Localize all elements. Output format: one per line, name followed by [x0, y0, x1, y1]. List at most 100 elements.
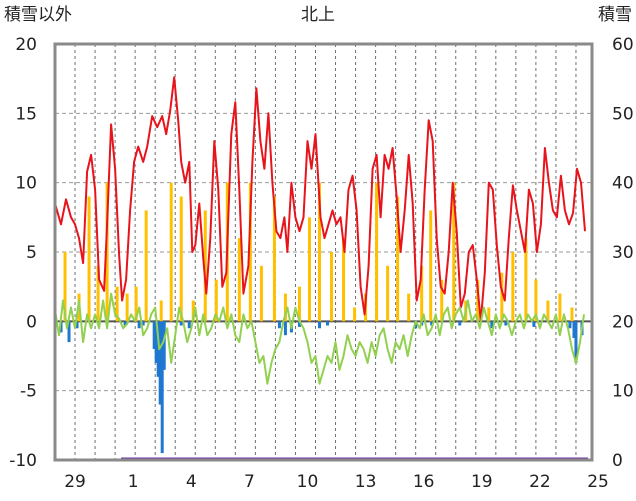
right-tick-label: 60: [612, 35, 634, 55]
blue-bar: [574, 321, 578, 363]
blue-bar: [326, 321, 330, 326]
x-tick-label: 7: [244, 472, 255, 492]
blue-bar: [59, 321, 63, 333]
green-series-line: [54, 292, 585, 385]
yellow-bar: [407, 293, 411, 322]
yellow-bar: [375, 182, 379, 322]
yellow-bar: [558, 293, 562, 322]
x-tick-label: 29: [64, 472, 86, 492]
blue-bar: [75, 321, 79, 329]
yellow-bar: [452, 182, 456, 322]
blue-bar: [67, 321, 71, 343]
blue-bar: [154, 321, 158, 363]
blue-bar: [297, 321, 301, 327]
x-tick-label: 25: [587, 472, 609, 492]
right-tick-label: 10: [612, 382, 634, 402]
blue-bar: [430, 321, 434, 326]
yellow-bar: [396, 196, 400, 322]
yellow-bar: [179, 196, 183, 322]
right-tick-label: 0: [612, 451, 623, 471]
yellow-bar: [96, 265, 100, 322]
yellow-bar: [297, 286, 301, 322]
yellow-bar: [420, 265, 424, 322]
yellow-bar: [134, 286, 138, 322]
blue-bar: [141, 321, 145, 326]
left-tick-label: -10: [9, 451, 37, 471]
yellow-bar: [203, 210, 207, 322]
yellow-bar: [237, 238, 241, 322]
yellow-bar: [125, 293, 129, 322]
left-tick-label: 10: [15, 174, 37, 194]
yellow-bar: [353, 307, 357, 322]
blue-bar: [490, 321, 494, 329]
yellow-bar: [511, 252, 515, 322]
blue-bar: [283, 321, 287, 336]
yellow-bar: [440, 279, 444, 322]
left-tick-label: 20: [15, 35, 37, 55]
yellow-bar: [115, 286, 119, 322]
red-series-line: [54, 76, 586, 323]
x-tick-label: 13: [355, 472, 377, 492]
yellow-bar: [429, 210, 433, 322]
blue-bar: [504, 321, 508, 326]
right-tick-label: 30: [612, 243, 634, 263]
yellow-bar: [169, 182, 173, 322]
blue-bar: [160, 321, 164, 454]
yellow-bar: [63, 252, 67, 322]
blue-bar: [277, 321, 281, 329]
right-tick-label: 20: [612, 312, 634, 332]
yellow-bar: [330, 252, 334, 322]
yellow-bar: [283, 293, 287, 322]
blue-bar: [179, 321, 183, 326]
left-tick-label: 15: [15, 104, 37, 124]
left-axis-label: 積雪以外: [4, 5, 72, 25]
right-tick-label: 40: [612, 174, 634, 194]
yellow-bar: [144, 210, 148, 322]
x-tick-label: 4: [186, 472, 197, 492]
yellow-bar: [534, 279, 538, 322]
blue-bar: [162, 321, 166, 370]
yellow-bar: [386, 265, 390, 322]
bars: [59, 182, 584, 454]
yellow-bar: [317, 182, 321, 322]
x-tick-label: 19: [471, 472, 493, 492]
left-tick-label: 5: [26, 243, 37, 263]
blue-bar: [123, 321, 127, 326]
x-tick-label: 22: [529, 472, 551, 492]
blue-bar: [568, 321, 572, 329]
yellow-bar: [342, 238, 346, 322]
yellow-bar: [500, 272, 504, 322]
yellow-bar: [476, 279, 480, 322]
x-tick-label: 1: [128, 472, 139, 492]
blue-bar: [532, 321, 536, 327]
blue-bar: [458, 321, 462, 326]
left-tick-label: 0: [26, 312, 37, 332]
yellow-bar: [546, 300, 550, 322]
yellow-bar: [307, 217, 311, 322]
right-axis-label: 積雪: [598, 5, 632, 25]
yellow-bar: [159, 300, 163, 322]
chart-title: 北上: [301, 5, 335, 25]
blue-bar: [572, 321, 576, 338]
x-tick-label: 16: [413, 472, 435, 492]
blue-bar: [152, 321, 156, 350]
plot-frame: [53, 42, 594, 462]
blue-bar: [137, 321, 141, 329]
yellow-bar: [87, 196, 91, 322]
yellow-bar: [248, 182, 252, 322]
yellow-bar: [214, 279, 218, 322]
right-tick-label: 50: [612, 104, 634, 124]
yellow-bar: [487, 307, 491, 322]
yellow-bar: [570, 307, 574, 322]
yellow-bar: [105, 182, 109, 322]
yellow-bar: [524, 238, 528, 322]
yellow-bar: [272, 196, 276, 322]
blue-bar: [187, 321, 191, 329]
left-tick-label: -5: [20, 382, 37, 402]
blue-bar: [317, 321, 321, 329]
x-tick-label: 10: [297, 472, 319, 492]
blue-bar: [156, 321, 160, 377]
plot-border: [53, 42, 594, 462]
